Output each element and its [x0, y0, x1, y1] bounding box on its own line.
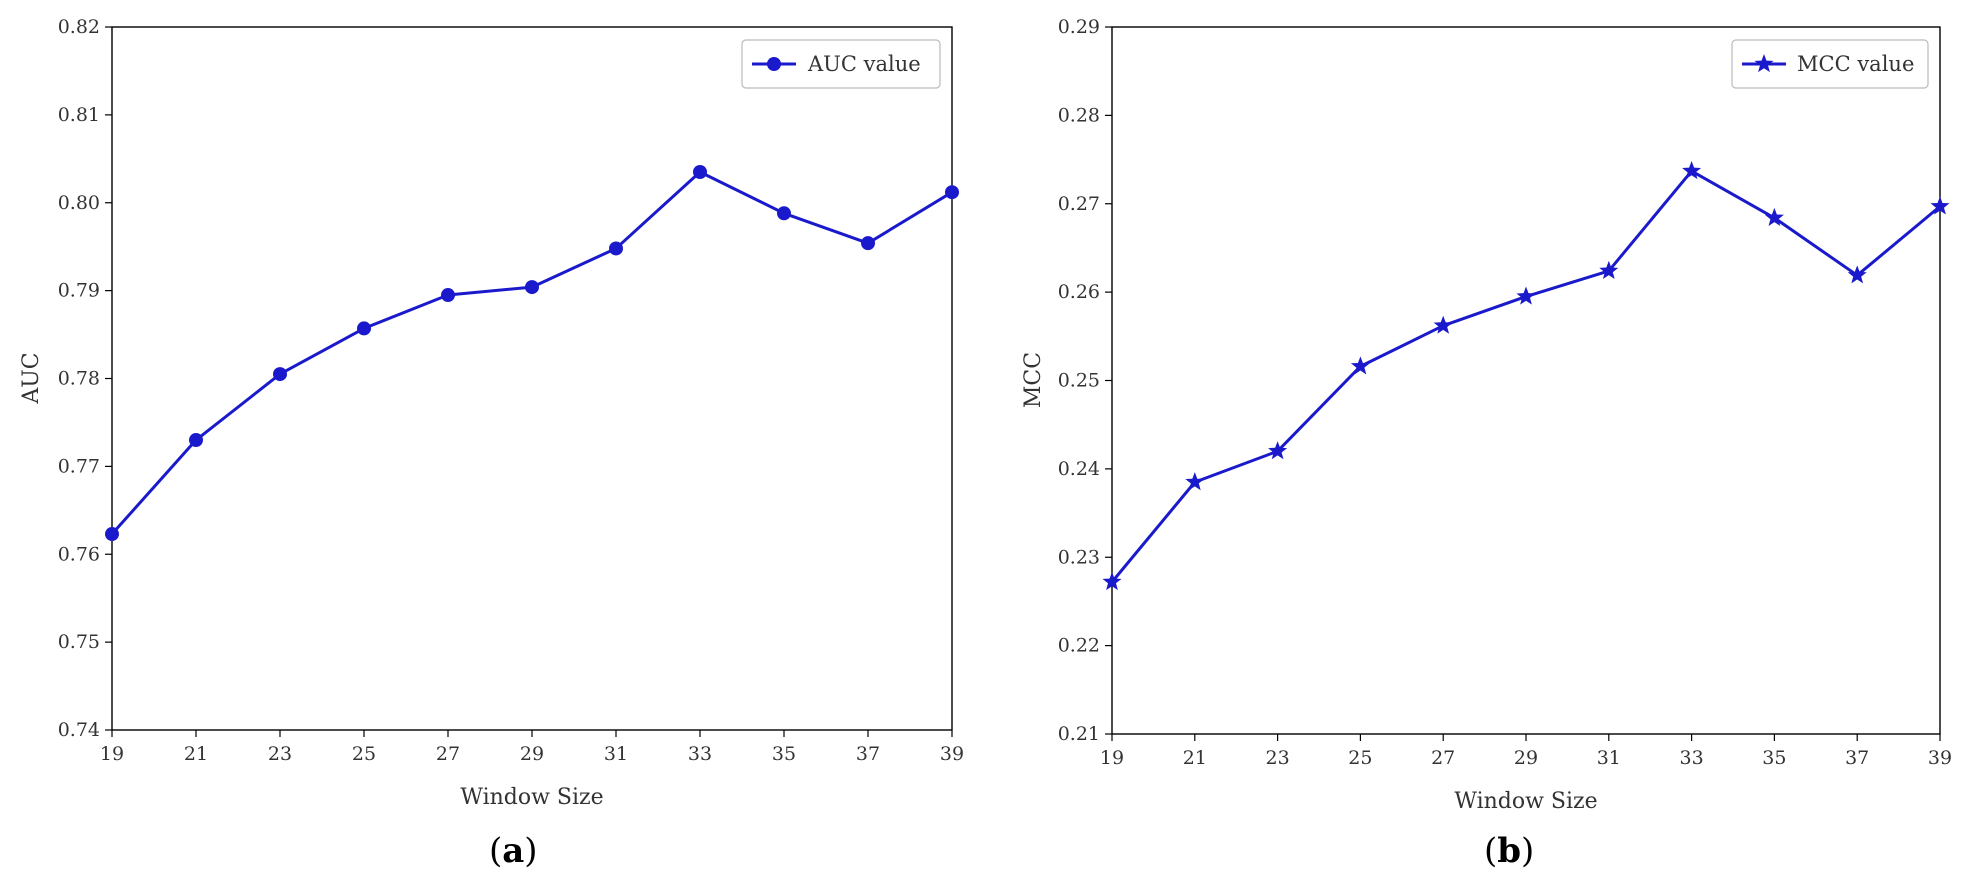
data-point — [357, 321, 371, 336]
x-tick-label: 23 — [1266, 747, 1290, 769]
x-tick-label: 33 — [688, 743, 712, 765]
legend: MCC value — [1731, 39, 1929, 89]
x-axis-title: Window Size — [1454, 789, 1597, 814]
x-tick-label: 19 — [1100, 747, 1124, 769]
data-point — [861, 236, 875, 251]
x-tick-label: 37 — [1845, 747, 1869, 769]
y-axis-title: MCC — [1021, 352, 1046, 408]
x-tick-label: 25 — [352, 743, 376, 765]
y-tick-label: 0.77 — [58, 455, 100, 477]
x-tick-label: 19 — [100, 743, 124, 765]
x-axis-title: Window Size — [460, 785, 603, 810]
data-point — [273, 367, 287, 382]
y-tick-label: 0.25 — [1058, 370, 1100, 392]
data-point-star — [1930, 196, 1950, 215]
y-tick-label: 0.82 — [58, 16, 100, 38]
data-point — [189, 433, 203, 448]
x-tick-label: 31 — [604, 743, 628, 765]
data-point-star — [1102, 571, 1122, 591]
data-point — [945, 185, 959, 200]
y-axis-title: AUC — [19, 352, 44, 404]
data-point-star — [1350, 356, 1370, 375]
legend-label: AUC value — [807, 52, 921, 76]
x-tick-label: 33 — [1680, 747, 1704, 769]
x-tick-label: 29 — [1514, 747, 1538, 769]
y-ticks: 0.74 0.75 0.76 0.77 0.78 0.79 0.80 0.81 0.82 — [58, 16, 112, 741]
legend-circle-marker-icon — [767, 57, 781, 71]
x-ticks: 19 21 23 25 27 29 31 33 35 37 39 — [1100, 734, 1952, 769]
y-tick-label: 0.29 — [1058, 16, 1100, 38]
panel-label-close: ) — [524, 831, 537, 871]
y-tick-label: 0.75 — [58, 631, 100, 653]
legend-star-marker-icon — [1754, 54, 1774, 73]
panel-label-open: ( — [1484, 831, 1497, 871]
data-point — [525, 280, 539, 295]
x-tick-label: 39 — [1928, 747, 1952, 769]
y-tick-label: 0.79 — [58, 280, 100, 302]
panel-label-letter: a — [502, 831, 524, 871]
y-tick-label: 0.78 — [58, 368, 100, 390]
x-tick-label: 35 — [1762, 747, 1786, 769]
panel-label-open: ( — [489, 831, 502, 871]
chart-panel-a: 0.74 0.75 0.76 0.77 0.78 0.79 0.80 0.81 0.82 19 2… — [19, 16, 964, 871]
data-point — [777, 206, 791, 221]
x-tick-label: 37 — [856, 743, 880, 765]
x-tick-label: 25 — [1348, 747, 1372, 769]
y-tick-label: 0.26 — [1058, 281, 1100, 303]
x-tick-label: 27 — [1431, 747, 1455, 769]
legend-box — [1731, 39, 1929, 89]
data-point — [441, 288, 455, 303]
x-tick-label: 21 — [1183, 747, 1207, 769]
legend-box — [741, 39, 941, 89]
data-point-star — [1682, 161, 1702, 180]
y-tick-label: 0.81 — [58, 104, 100, 126]
panel-label-a: (a) — [489, 831, 538, 871]
series-line — [1110, 169, 1941, 583]
data-point — [609, 241, 623, 256]
y-tick-label: 0.80 — [58, 192, 100, 214]
plot-frame — [1111, 26, 1941, 735]
x-tick-label: 27 — [436, 743, 460, 765]
chart-panel-b: 0.21 0.22 0.23 0.24 0.25 0.26 0.27 0.28 0.29 19 2… — [1021, 16, 1952, 871]
data-point-star — [1764, 207, 1784, 226]
data-point-star — [1433, 315, 1453, 334]
y-tick-label: 0.23 — [1058, 546, 1100, 568]
y-tick-label: 0.24 — [1058, 458, 1100, 480]
series-line — [110, 170, 953, 536]
data-point — [105, 527, 119, 542]
series-group — [1102, 161, 1950, 591]
x-tick-label: 39 — [940, 743, 964, 765]
data-point-star — [1599, 260, 1619, 280]
plot-frame — [111, 26, 953, 731]
data-point-star — [1185, 472, 1205, 491]
series-group — [105, 164, 959, 542]
y-tick-label: 0.74 — [58, 719, 100, 741]
x-tick-label: 21 — [184, 743, 208, 765]
x-ticks: 19 21 23 25 27 29 31 33 35 37 39 — [100, 730, 964, 765]
x-tick-label: 29 — [520, 743, 544, 765]
legend-label: MCC value — [1797, 52, 1914, 76]
x-tick-label: 35 — [772, 743, 796, 765]
x-tick-label: 23 — [268, 743, 292, 765]
y-tick-label: 0.22 — [1058, 635, 1100, 657]
y-tick-label: 0.28 — [1058, 104, 1100, 126]
data-point-star — [1268, 441, 1288, 460]
y-tick-label: 0.76 — [58, 543, 100, 565]
y-tick-label: 0.21 — [1058, 723, 1100, 745]
y-ticks: 0.21 0.22 0.23 0.24 0.25 0.26 0.27 0.28 0.29 — [1058, 16, 1112, 745]
data-point — [693, 164, 707, 179]
data-point-star — [1847, 265, 1867, 284]
legend: AUC value — [741, 39, 941, 89]
panel-label-letter: b — [1497, 831, 1521, 871]
y-tick-label: 0.27 — [1058, 193, 1100, 215]
data-point-star — [1516, 286, 1536, 305]
x-tick-label: 31 — [1597, 747, 1621, 769]
panel-label-close: ) — [1521, 831, 1534, 871]
panel-label-b: (b) — [1484, 831, 1534, 871]
